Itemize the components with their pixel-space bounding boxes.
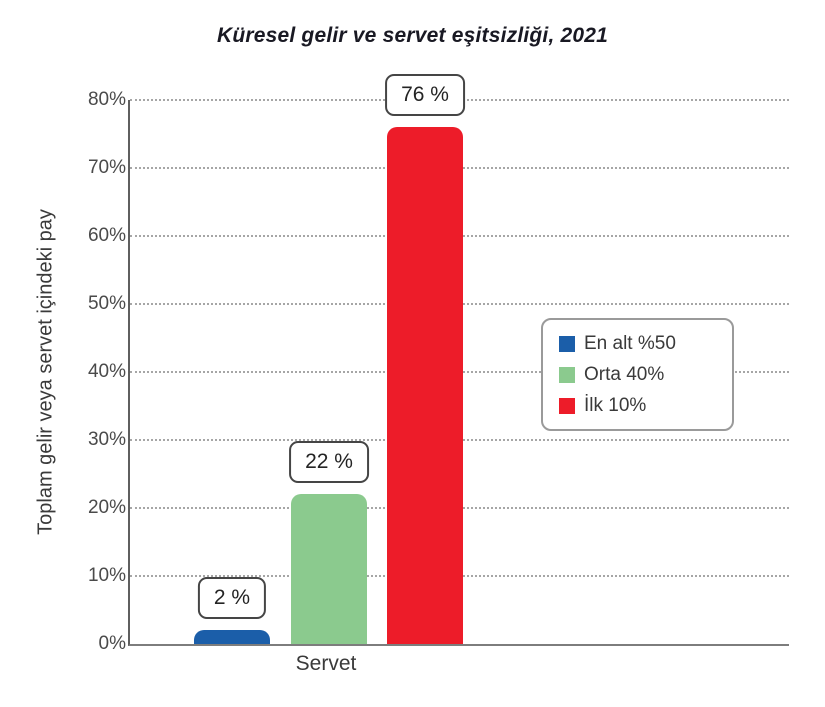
y-tick-label-50: 50% xyxy=(87,293,126,314)
x-axis-category-label: Servet xyxy=(295,652,357,675)
legend-item: En alt %50 xyxy=(559,333,718,355)
y-tick-label-10: 10% xyxy=(87,565,126,586)
y-tick-label-30: 30% xyxy=(87,429,126,450)
y-axis-title: Toplam gelir veya servet içindeki pay xyxy=(34,209,57,535)
legend-swatch-icon xyxy=(559,336,575,352)
value-label-76: 76 % xyxy=(385,74,465,116)
legend-item: Orta 40% xyxy=(559,364,718,386)
chart-title: Küresel gelir ve servet eşitsizliği, 202… xyxy=(216,24,609,47)
legend-swatch-icon xyxy=(559,398,575,414)
value-label-2: 2 % xyxy=(197,577,267,619)
bar-orta-40- xyxy=(291,494,367,644)
y-tick-label-20: 20% xyxy=(87,497,126,518)
legend-box: En alt %50 Orta 40% İlk 10% xyxy=(541,318,734,431)
legend-item: İlk 10% xyxy=(559,395,718,417)
legend-label: İlk 10% xyxy=(584,395,647,416)
legend-label: En alt %50 xyxy=(584,333,676,354)
y-tick-label-80: 80% xyxy=(87,89,126,110)
y-tick-label-60: 60% xyxy=(87,225,126,246)
legend-label: Orta 40% xyxy=(584,364,665,385)
bar-en-alt-50 xyxy=(194,630,270,644)
legend-swatch-icon xyxy=(559,367,575,383)
y-tick-label-40: 40% xyxy=(87,361,126,382)
bar--lk-10- xyxy=(387,127,463,644)
y-tick-label-70: 70% xyxy=(87,157,126,178)
y-tick-label-0: 0% xyxy=(98,633,126,654)
plot-area: 0% 10% 20% 30% 40% 50% 60% 70% 80% 2 % 22 % 76 % xyxy=(88,74,789,653)
value-label-22: 22 % xyxy=(289,441,369,483)
